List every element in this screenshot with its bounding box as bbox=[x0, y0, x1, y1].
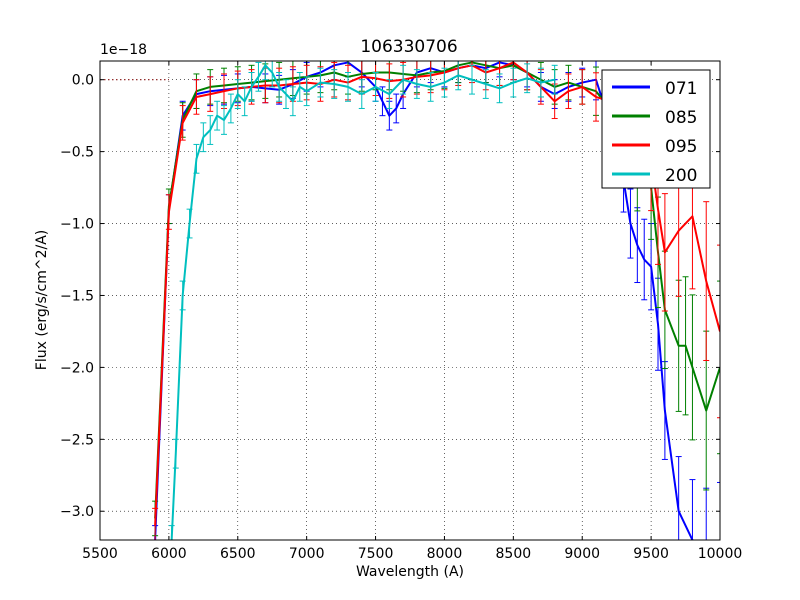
legend-label-071: 071 bbox=[665, 79, 697, 99]
axes-frame bbox=[99, 60, 721, 541]
legend-label-085: 085 bbox=[665, 108, 697, 128]
data-layer bbox=[152, 61, 720, 540]
x-tick-label: 5500 bbox=[82, 546, 118, 562]
x-tick-label: 10000 bbox=[698, 546, 743, 562]
x-axis-label: Wavelength (A) bbox=[356, 564, 464, 580]
series-200 bbox=[168, 61, 558, 540]
ticks: 5500 6000 6500 7000 7500 8000 8500 9000 9500 1000… bbox=[60, 61, 742, 562]
y-tick-label: −1.5 bbox=[60, 288, 94, 304]
y-tick-label: 0.0 bbox=[72, 73, 94, 89]
y-tick-label: −3.0 bbox=[60, 504, 94, 520]
chart-title: 106330706 bbox=[360, 37, 457, 57]
legend: 071 085 095 200 bbox=[601, 69, 711, 189]
x-tick-label: 7000 bbox=[289, 546, 325, 562]
legend-box bbox=[601, 69, 711, 189]
x-tick-label: 8500 bbox=[496, 546, 532, 562]
y-tick-label: −1.0 bbox=[60, 217, 94, 233]
x-tick-label: 9500 bbox=[633, 546, 669, 562]
y-tick-label: −0.5 bbox=[60, 145, 94, 161]
plot-area: 5500 6000 6500 7000 7500 8000 8500 9000 9500 1000… bbox=[60, 60, 742, 562]
x-tick-label: 7500 bbox=[358, 546, 394, 562]
legend-label-095: 095 bbox=[665, 137, 697, 157]
x-tick-label: 9000 bbox=[564, 546, 600, 562]
x-tick-label: 6500 bbox=[220, 546, 256, 562]
x-tick-label: 8000 bbox=[427, 546, 463, 562]
y-offset-label: 1e−18 bbox=[100, 42, 147, 58]
y-axis-label: Flux (erg/s/cm^2/A) bbox=[34, 230, 50, 370]
x-tick-label: 6000 bbox=[151, 546, 187, 562]
legend-label-200: 200 bbox=[665, 166, 697, 186]
y-tick-label: −2.5 bbox=[60, 432, 94, 448]
series-line-200 bbox=[170, 64, 555, 540]
y-tick-label: −2.0 bbox=[60, 360, 94, 376]
